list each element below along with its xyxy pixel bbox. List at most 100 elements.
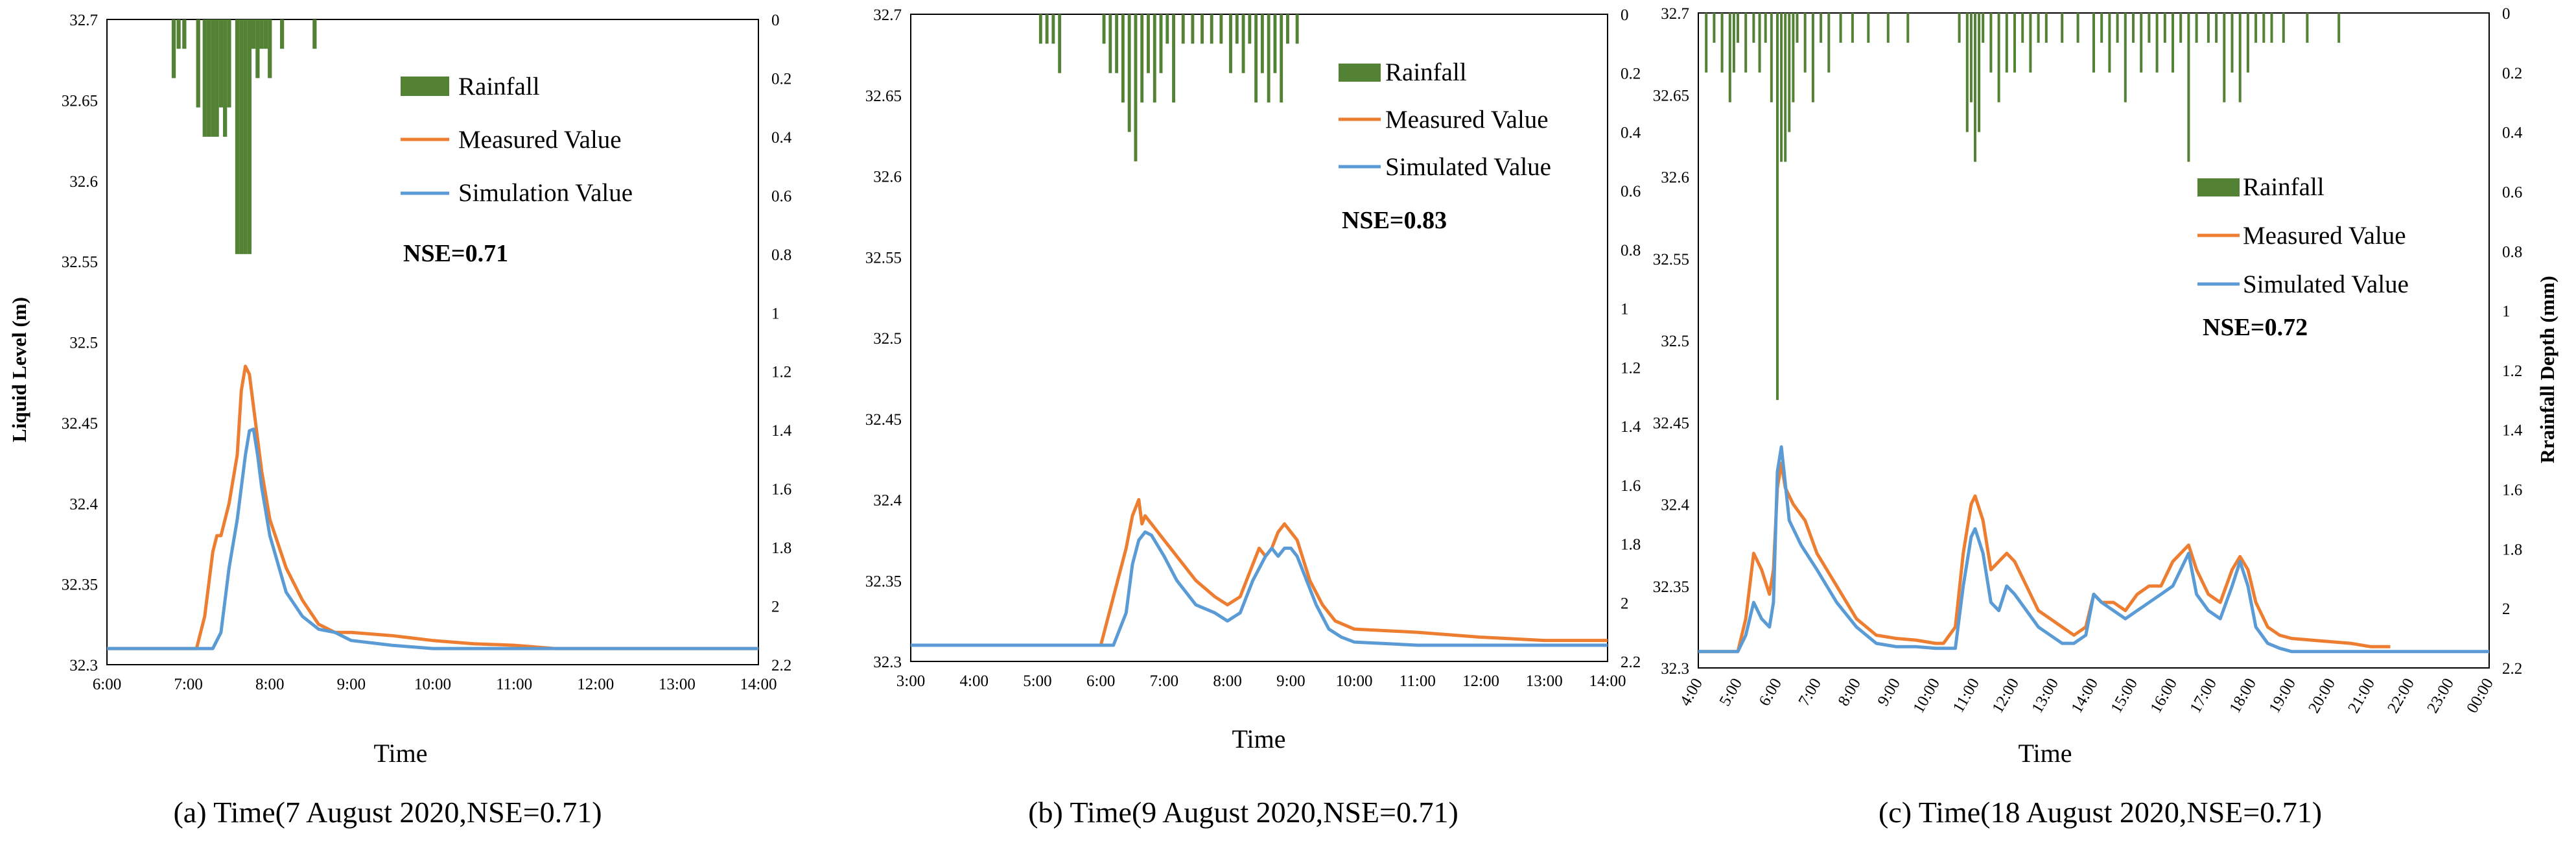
x-axis-label: Time [2018, 739, 2072, 768]
chart-c: 32.7 32.65 32.6 32.55 32.5 32.45 32.4 32… [1653, 5, 2558, 829]
y2-tick-label: 1 [771, 305, 780, 322]
rainfall-bar [1115, 14, 1119, 73]
legend-measured-label: Measured Value [1385, 106, 1549, 134]
rainfall-bar [1732, 13, 1735, 73]
y2-tick-label: 0.6 [1621, 183, 1641, 200]
rainfall-bar [2092, 13, 2095, 73]
x-tick-label: 12:00 [1462, 672, 1499, 690]
rainfall-bar [1219, 14, 1223, 44]
x-tick-label: 5:00 [1716, 676, 1746, 709]
rainfall-bar [2100, 13, 2103, 43]
y2-tick-label: 2.2 [771, 657, 791, 674]
nse-label: NSE=0.83 [1342, 207, 1447, 234]
rainfall-bar [1280, 14, 1283, 103]
legend-measured-label: Measured Value [2243, 222, 2406, 250]
rainfall-bar [1796, 13, 1799, 43]
x-ticks: 6:00 7:00 8:00 9:00 10:00 11:00 12:00 13… [93, 676, 777, 693]
rainfall-bar [1906, 13, 1910, 43]
y2-tick-label: 1.6 [771, 481, 791, 499]
y2-tick-label: 0.8 [771, 246, 791, 264]
rainfall-bar [1058, 14, 1062, 73]
y-tick-label: 32.6 [1661, 169, 1689, 187]
rainfall-bar [2238, 13, 2242, 102]
rainfall-bar [182, 19, 187, 49]
y-tick-label: 32.3 [69, 657, 98, 674]
y2-tick-label: 0 [2502, 5, 2511, 23]
y2-tick-label: 0.2 [1621, 65, 1641, 83]
x-tick-label: 10:00 [414, 676, 451, 693]
y2-tick-label: 0.8 [1621, 242, 1641, 259]
rainfall-bar [312, 19, 317, 49]
y-tick-label: 32.7 [1661, 5, 1689, 23]
rainfall-bar [247, 19, 252, 254]
y-tick-label: 32.45 [1653, 414, 1689, 432]
rainfall-bar [2337, 13, 2341, 43]
y2-tick-label: 1.6 [1621, 477, 1641, 495]
rainfall-bar [2270, 13, 2273, 43]
rainfall-bar [2021, 13, 2024, 43]
rainfall-bar [2215, 13, 2218, 43]
panel-caption: (a) Time(7 August 2020,NSE=0.71) [173, 796, 602, 829]
rainfall-bar [243, 19, 248, 254]
y-tick-label: 32.45 [865, 411, 902, 429]
y2-tick-label: 0.4 [771, 129, 792, 147]
rainfall-bar [1770, 13, 1773, 102]
rainfall-bar [1273, 14, 1277, 73]
y2-tick-label: 2 [1621, 595, 1629, 612]
x-tick-label: 9:00 [1276, 672, 1305, 690]
rainfall-bar [1172, 14, 1176, 103]
rainfall-bar [1134, 14, 1138, 161]
x-tick-label: 12:00 [1989, 676, 2022, 717]
legend-rainfall-label: Rainfall [2243, 173, 2324, 201]
rainfall-bar [2076, 13, 2079, 43]
rainfall-bar [2163, 13, 2166, 43]
rainfall-bar [2262, 13, 2266, 43]
rainfall-bar [1260, 14, 1264, 73]
rainfall-bar [2306, 13, 2309, 43]
x-tick-label: 4:00 [1677, 676, 1707, 709]
x-tick-label: 13:00 [1526, 672, 1563, 690]
y2-tick-label: 1.4 [2502, 422, 2523, 440]
x-tick-label: 5:00 [1023, 672, 1051, 690]
rainfall-bar [215, 19, 219, 137]
x-tick-label: 19:00 [2266, 676, 2299, 717]
y-tick-label: 32.55 [1653, 251, 1689, 268]
simulated-line [911, 530, 1608, 647]
rainfall-bar [2231, 13, 2234, 73]
y-tick-label: 32.3 [1661, 660, 1689, 678]
x-tick-label: 4:00 [960, 672, 989, 690]
plot-frame [106, 19, 759, 665]
x-tick-label: 23:00 [2424, 676, 2457, 717]
x-tick-label: 7:00 [1150, 672, 1178, 690]
rainfall-bar [218, 19, 224, 108]
rainfall-bar [2029, 13, 2032, 73]
y-tick-label: 32.4 [69, 495, 98, 513]
measured-line [911, 498, 1608, 647]
y2-tick-label: 0 [771, 12, 780, 29]
y2-tick-label: 1.8 [1621, 536, 1641, 554]
legend-simulated-label: Simulation Value [458, 179, 633, 207]
rainfall-bar [227, 19, 231, 108]
x-tick-label: 13:00 [2028, 676, 2062, 717]
x-tick-label: 18:00 [2226, 676, 2260, 717]
rainfall-bar [176, 19, 181, 49]
y2-tick-label: 2.2 [2502, 660, 2522, 678]
x-tick-label: 10:00 [1336, 672, 1373, 690]
simulated-line [107, 427, 758, 650]
rainfall-bar [2013, 13, 2016, 73]
y-tick-label: 32.65 [865, 88, 902, 105]
nse-label: NSE=0.71 [403, 240, 508, 267]
rainfall-bar [2148, 13, 2151, 43]
rainfall-series [171, 19, 317, 254]
rainfall-bar [2172, 13, 2174, 73]
y2-axis-label: Rrainfall Depth (mm) [2536, 276, 2558, 463]
rainfall-bar [1720, 13, 1724, 73]
x-ticks: 3:00 4:00 5:00 6:00 7:00 8:00 9:00 10:00… [896, 672, 1626, 690]
rainfall-bar [1969, 13, 1973, 102]
rainfall-bar [2207, 13, 2210, 43]
rainfall-bar [1780, 13, 1783, 162]
rainfall-bar [1295, 14, 1299, 44]
rainfall-bar [259, 19, 264, 49]
x-tick-label: 6:00 [1756, 676, 1786, 709]
